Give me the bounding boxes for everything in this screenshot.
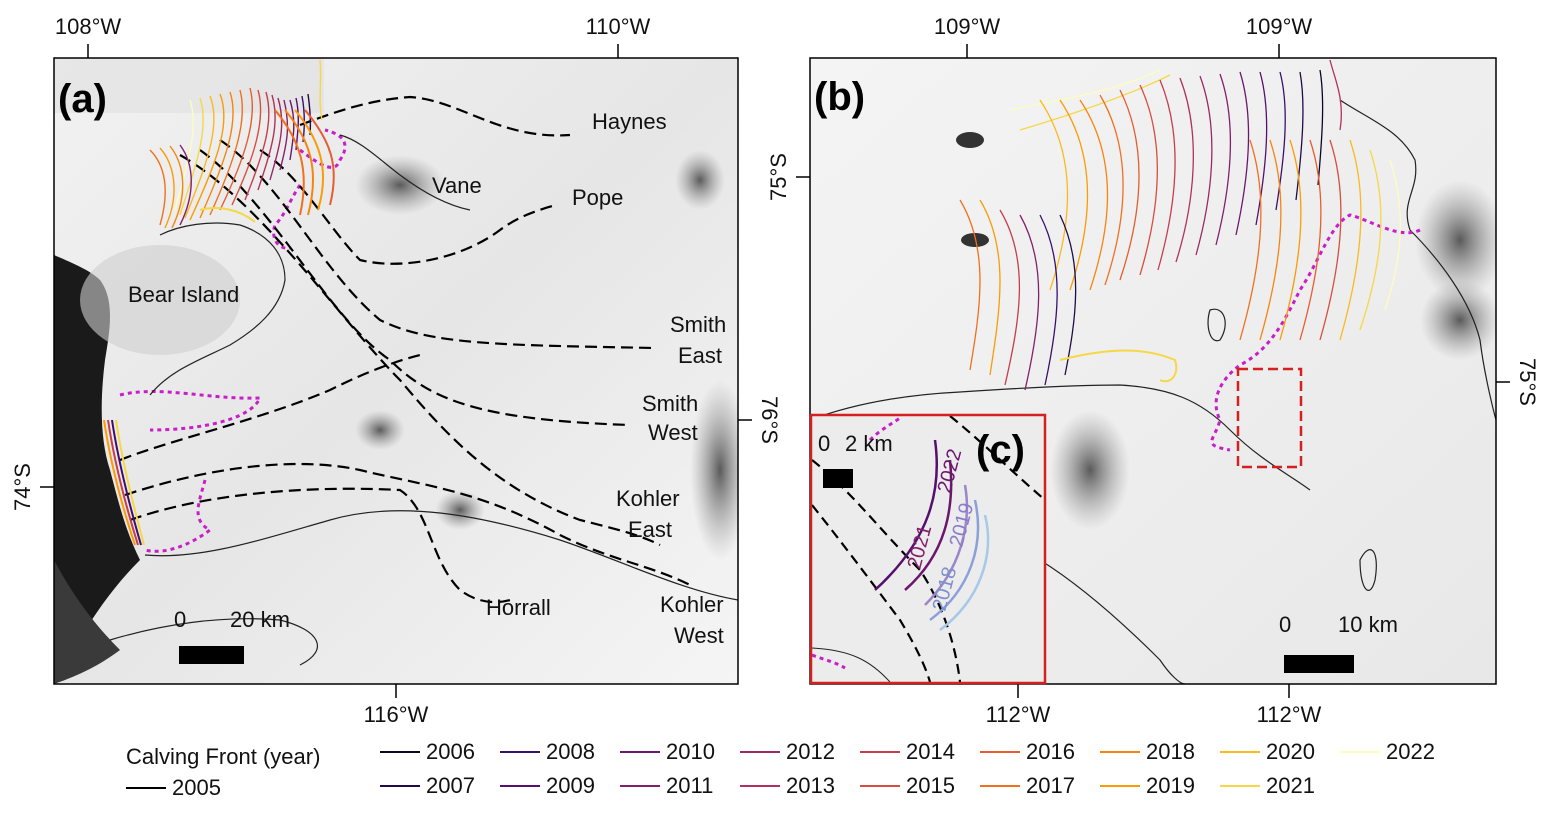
tick-bottom-a-0: 116°W (364, 702, 429, 727)
legend-label-2022: 2022 (1386, 739, 1435, 764)
tick-right-b-0: 75°S (1515, 358, 1540, 406)
tick-left-b-0: 75°S (766, 153, 791, 201)
label-kohler-west-2: West (674, 623, 724, 648)
legend-label-2018: 2018 (1146, 739, 1195, 764)
scale-c-length: 2 km (845, 431, 893, 456)
flowlines-a (119, 95, 691, 604)
inset-locator-box (1236, 367, 1303, 469)
label-smith-east-2: East (678, 343, 722, 368)
label-kohler-east-2: East (628, 517, 672, 542)
legend: Calving Front (year) 2005 2006 2007 2008 200… (126, 739, 1435, 800)
scale-a-length: 20 km (230, 607, 290, 632)
panel-b-frame (809, 57, 1497, 685)
scale-c-zero: 0 (818, 431, 830, 456)
panel-b-terrain (810, 59, 1496, 684)
legend-label-2014: 2014 (906, 739, 955, 764)
panel-c-background (811, 415, 1045, 683)
tick-top-a-1: 110°W (586, 14, 651, 39)
scale-a-zero: 0 (174, 607, 186, 632)
grounding-line-a-lower (119, 390, 263, 553)
panel-c-frame (809, 413, 1047, 685)
label-smith-west-2: West (648, 420, 698, 445)
legend-label-2021: 2021 (1266, 773, 1315, 798)
tick-right-a-0: 76°S (757, 396, 782, 444)
tick-top-a-0: 108°W (55, 14, 122, 39)
panel-a-background (54, 58, 738, 684)
legend-label-2011: 2011 (666, 773, 713, 798)
tick-bottom-b-1: 112°W (1257, 702, 1322, 727)
legend-label-2007: 2007 (426, 773, 475, 798)
label-pope: Pope (572, 185, 623, 210)
scale-bar-c (823, 469, 853, 488)
legend-label-2016: 2016 (1026, 739, 1075, 764)
legend-label-2012: 2012 (786, 739, 835, 764)
label-haynes: Haynes (592, 109, 667, 134)
panel-b-letter: (b) (814, 75, 865, 119)
vane-rock (355, 155, 445, 215)
label-kohler-west-1: Kohler (660, 592, 724, 617)
ocean-left (54, 255, 140, 680)
panel-a-letter: (a) (58, 77, 107, 121)
label-vane: Vane (432, 173, 482, 198)
label-horrall: Horrall (486, 595, 551, 620)
panel-c: 2022 2021 2019 2018 (c) 0 2 km (809, 413, 1047, 685)
label-kohler-east-1: Kohler (616, 486, 680, 511)
scale-b-length: 10 km (1338, 612, 1398, 637)
tick-top-b-0: 109°W (934, 14, 1001, 39)
legend-label-2017: 2017 (1026, 773, 1075, 798)
tick-top-b-1: 109°W (1246, 14, 1313, 39)
legend-label-2008: 2008 (546, 739, 595, 764)
legend-label-2005: 2005 (172, 775, 221, 800)
tick-bottom-b-0: 112°W (986, 702, 1051, 727)
scale-bar-b (1284, 655, 1354, 673)
legend-label-2010: 2010 (666, 739, 715, 764)
calving-fronts-a (103, 59, 335, 546)
grounding-line-a-upper (272, 128, 347, 250)
scale-bar-a (179, 646, 244, 664)
label-smith-west-1: Smith (642, 391, 698, 416)
calving-fronts-b (959, 59, 1401, 391)
legend-label-2006: 2006 (426, 739, 475, 764)
legend-label-2019: 2019 (1146, 773, 1195, 798)
label-smith-east-1: Smith (670, 312, 726, 337)
panel-a: 108°W 110°W 116°W 74°S 76°S (a) Haynes V… (10, 14, 782, 727)
legend-label-2015: 2015 (906, 773, 955, 798)
legend-title: Calving Front (year) (126, 744, 320, 769)
label-bear-island: Bear Island (128, 282, 239, 307)
legend-label-2009: 2009 (546, 773, 595, 798)
grounding-line-b (1210, 213, 1421, 452)
scale-b-zero: 0 (1279, 612, 1291, 637)
tick-left-a-0: 74°S (10, 463, 35, 511)
legend-label-2020: 2020 (1266, 739, 1315, 764)
panel-a-terrain (54, 58, 738, 684)
legend-label-2013: 2013 (786, 773, 835, 798)
panel-c-letter: (c) (976, 428, 1025, 472)
